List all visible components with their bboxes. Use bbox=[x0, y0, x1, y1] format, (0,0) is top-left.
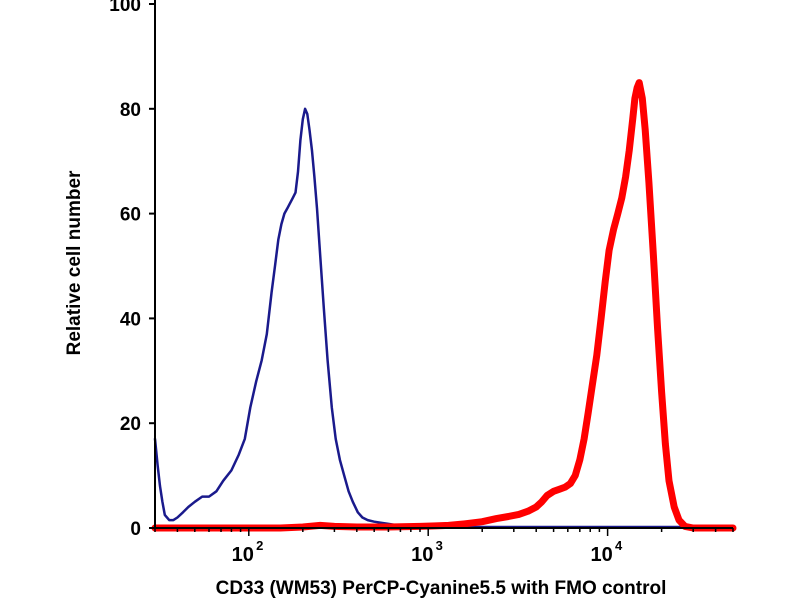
x-tick-exponent: 2 bbox=[256, 538, 263, 553]
series-line-2 bbox=[151, 79, 737, 532]
y-tick-label: 60 bbox=[120, 205, 141, 226]
x-tick-label: 10 bbox=[232, 544, 254, 566]
x-tick-label: 10 bbox=[411, 544, 433, 566]
series-layer bbox=[151, 79, 737, 532]
x-tick-exponent: 4 bbox=[615, 538, 623, 553]
x-axis-label: CD33 (WM53) PerCP-Cyanine5.5 with FMO co… bbox=[216, 578, 667, 599]
x-tick-exponent: 3 bbox=[436, 538, 443, 553]
y-tick-label: 20 bbox=[120, 414, 141, 435]
y-tick-label: 100 bbox=[109, 0, 141, 16]
y-tick-label: 0 bbox=[130, 519, 141, 540]
y-tick-label: 40 bbox=[120, 309, 141, 330]
x-tick-label: 10 bbox=[590, 544, 612, 566]
y-tick-label: 80 bbox=[120, 100, 141, 121]
y-axis-label: Relative cell number bbox=[64, 170, 85, 355]
